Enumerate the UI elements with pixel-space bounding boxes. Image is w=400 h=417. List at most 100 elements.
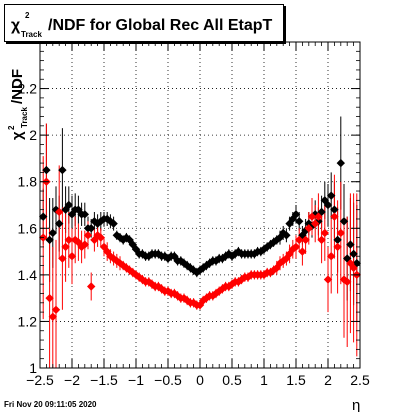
data-point-series-2 <box>304 224 313 233</box>
data-point-series-2 <box>77 242 86 252</box>
data-point-series-1 <box>80 210 89 219</box>
data-point-series-1 <box>58 165 67 175</box>
data-point-series-2 <box>327 252 336 261</box>
chart-title-rest: /NDF for Global Rec All EtapT <box>48 17 273 34</box>
data-markers <box>39 158 361 321</box>
tick-labels: −2.5 −2 −1.5 −1 −0.5 0 0.5 1 1.5 2 2.5 1 1.2 1.4 1.6 1.… <box>18 81 370 388</box>
x-tick-label: −1 <box>128 372 144 388</box>
data-point-series-2 <box>48 312 57 321</box>
data-point-series-1 <box>45 235 54 245</box>
y-tick-label: 1.6 <box>18 220 38 236</box>
data-point-series-1 <box>64 200 73 210</box>
axis-ticks <box>39 41 361 369</box>
data-point-series-1 <box>317 207 326 217</box>
data-point-series-1 <box>336 158 345 168</box>
data-point-series-2 <box>317 235 326 245</box>
x-tick-label: −2 <box>64 372 80 388</box>
data-point-series-1 <box>349 249 358 259</box>
x-tick-label: −1.5 <box>90 372 118 388</box>
y-axis-label: χ 2 Track /NDF <box>7 69 29 140</box>
data-point-series-1 <box>131 245 141 254</box>
data-point-series-2 <box>87 282 96 291</box>
y-axis-label-sub: Track <box>20 107 29 128</box>
data-point-series-1 <box>327 191 336 200</box>
x-axis-label: η <box>352 397 360 412</box>
data-point-series-1 <box>55 219 64 228</box>
data-point-series-2 <box>211 289 221 298</box>
data-point-series-2 <box>119 261 128 270</box>
data-point-series-2 <box>298 247 307 256</box>
chart-title-chi: χ <box>11 17 21 34</box>
y-tick-label: 1 <box>29 360 37 376</box>
data-point-series-2 <box>147 279 157 289</box>
data-point-series-2 <box>163 286 173 296</box>
y-tick-label: 2.2 <box>18 81 38 97</box>
data-point-series-1 <box>333 235 342 245</box>
data-point-series-2 <box>330 212 339 221</box>
data-point-series-1 <box>323 200 333 210</box>
data-point-series-2 <box>55 207 64 217</box>
y-axis-label-sup: 2 <box>7 125 16 130</box>
data-point-series-2 <box>93 231 102 240</box>
data-point-series-2 <box>349 263 358 273</box>
data-point-series-1 <box>42 165 51 175</box>
data-point-series-2 <box>301 235 310 245</box>
data-point-series-2 <box>343 277 352 287</box>
y-tick-label: 1.2 <box>18 313 38 329</box>
chart-title-sup: 2 <box>25 11 30 20</box>
data-point-series-2 <box>61 242 70 252</box>
data-point-series-2 <box>314 212 323 221</box>
data-point-series-2 <box>83 231 93 240</box>
data-point-series-2 <box>307 212 317 221</box>
data-point-series-2 <box>288 245 297 254</box>
data-point-series-2 <box>333 242 342 252</box>
data-point-series-1 <box>330 205 339 214</box>
data-point-series-2 <box>323 275 333 284</box>
x-tick-label: 2.5 <box>350 372 370 388</box>
data-point-series-2 <box>58 254 67 263</box>
data-point-series-2 <box>45 293 54 303</box>
y-tick-label: 1.8 <box>18 174 38 190</box>
data-point-series-1 <box>282 231 291 240</box>
data-point-series-1 <box>304 219 313 228</box>
data-point-series-1 <box>227 252 237 261</box>
chart-title-svg: χ 2 Track /NDF for Global Rec All EtapT <box>11 11 273 39</box>
data-point-series-2 <box>74 238 83 247</box>
x-tick-label: 1 <box>260 372 268 388</box>
data-point-series-2 <box>195 300 205 310</box>
x-tick-label: 0 <box>196 372 204 388</box>
y-tick-label: 1.4 <box>18 267 38 283</box>
data-point-series-1 <box>39 212 48 221</box>
x-tick-label: 1.5 <box>286 372 306 388</box>
y-tick-label: 2 <box>29 127 37 143</box>
data-point-series-1 <box>295 217 304 226</box>
chart-title-sub: Track <box>21 30 42 39</box>
data-point-series-1 <box>291 210 301 219</box>
footer-timestamp: Fri Nov 20 09:11:05 2020 <box>4 400 97 409</box>
data-point-series-1 <box>109 219 118 228</box>
data-point-series-2 <box>179 293 189 303</box>
data-point-series-2 <box>51 305 61 314</box>
chart-title-box: χ 2 Track /NDF for Global Rec All EtapT <box>4 4 284 42</box>
y-axis-label-rest: /NDF <box>9 69 26 104</box>
x-tick-label: −2.5 <box>26 372 54 388</box>
y-axis-label-chi: χ <box>9 131 26 140</box>
data-point-series-2 <box>80 240 89 249</box>
data-point-series-1 <box>87 224 96 233</box>
data-point-series-2 <box>67 252 77 261</box>
x-tick-label: −0.5 <box>154 372 182 388</box>
data-point-series-1 <box>195 266 205 275</box>
x-tick-label: 2 <box>324 372 332 388</box>
data-point-series-2 <box>311 219 320 228</box>
data-point-series-2 <box>336 228 345 238</box>
data-point-series-1 <box>346 240 355 249</box>
data-point-series-2 <box>64 235 73 245</box>
data-point-series-1 <box>211 256 221 266</box>
data-point-series-1 <box>93 219 102 228</box>
x-tick-label: 0.5 <box>222 372 242 388</box>
data-point-series-1 <box>48 228 57 238</box>
data-point-series-1 <box>339 217 349 226</box>
data-point-series-1 <box>61 205 70 214</box>
